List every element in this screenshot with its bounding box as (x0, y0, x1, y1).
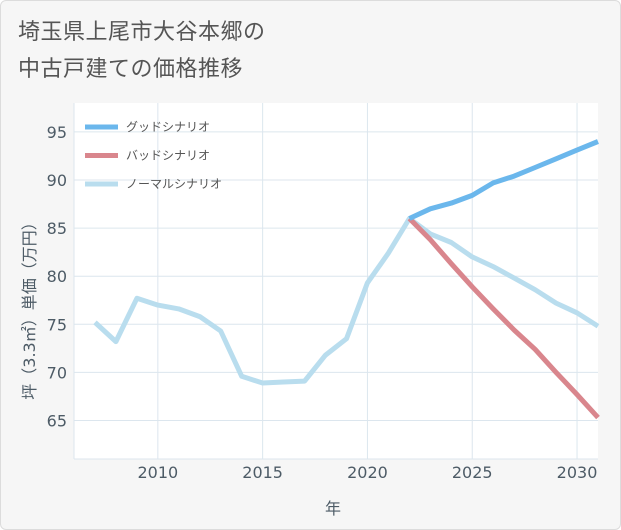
series-line-normal (93, 216, 600, 386)
series-line-good (408, 139, 599, 221)
title-line-1: 埼玉県上尾市大谷本郷の (18, 20, 266, 45)
x-tick-label-2030: 2030 (557, 463, 598, 482)
legend-label-bad: バッドシナリオ (126, 149, 210, 163)
plot-area (74, 103, 598, 459)
y-tick-label-85: 85 (47, 219, 67, 238)
y-tick-label-95: 95 (47, 123, 67, 142)
x-tick-label-2020: 2020 (347, 463, 388, 482)
y-tick-label-80: 80 (47, 267, 67, 286)
x-tick-label-2025: 2025 (452, 463, 493, 482)
y-tick-label-75: 75 (47, 315, 67, 334)
tick-labels: 2010 2015 2020 2025 2030 65 70 75 80 85 90 95 (47, 123, 598, 482)
legend-label-good: グッドシナリオ (126, 120, 210, 134)
title-line-2: 中古戸建ての価格推移 (18, 57, 244, 82)
x-tick-label-2010: 2010 (137, 463, 178, 482)
y-tick-label-65: 65 (47, 412, 67, 431)
series-lines (93, 139, 600, 420)
chart-title: 埼玉県上尾市大谷本郷の 中古戸建ての価格推移 (18, 14, 266, 88)
grid (73, 103, 598, 460)
y-tick-label-90: 90 (47, 171, 67, 190)
x-tick-label-2015: 2015 (242, 463, 283, 482)
x-axis-label: 年 (325, 499, 341, 518)
legend-label-normal: ノーマルシナリオ (126, 177, 222, 191)
y-axis-label: 坪（3.3㎡）単価（万円） (20, 214, 39, 399)
series-line-bad (407, 216, 600, 420)
y-tick-label-70: 70 (47, 363, 67, 382)
